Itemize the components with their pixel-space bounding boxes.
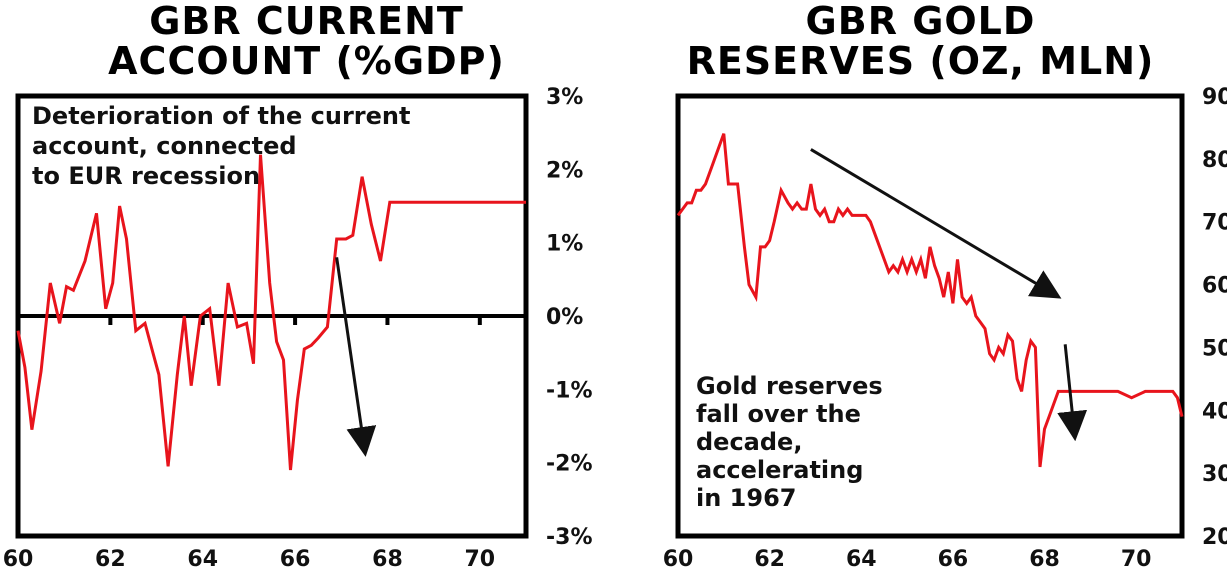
annotation-line: to EUR recession: [32, 162, 260, 190]
x-tick-label: 60: [663, 547, 694, 572]
y-tick-label: 2%: [546, 158, 583, 183]
chart-title-line-2: RESERVES (OZ, MLN): [686, 39, 1155, 83]
annotation-line: accelerating: [696, 456, 863, 484]
y-tick-label: 40: [1202, 399, 1227, 424]
y-tick-label: 30: [1202, 462, 1227, 487]
y-tick-label: -3%: [546, 525, 592, 550]
y-tick-label: 90: [1202, 85, 1227, 110]
x-tick-label: 64: [846, 547, 877, 572]
y-tick-label: 70: [1202, 211, 1227, 236]
trend-arrow: [335, 257, 377, 457]
annotation-line: decade,: [696, 428, 802, 456]
y-tick-label: 50: [1202, 336, 1227, 361]
annotation-line: account, connected: [32, 132, 297, 160]
x-tick-label: 66: [938, 547, 969, 572]
series-line: [16, 154, 526, 471]
chart-title-line-1: GBR CURRENT: [149, 0, 464, 43]
current-account-chart: 60 62 64 66 68 70 3% 2% 1% 0% -1% -2% -3% Deteriorati…: [3, 85, 593, 572]
y-tick-label: 20: [1202, 525, 1227, 550]
series-line: [676, 133, 1184, 468]
x-tick-label: 70: [1121, 547, 1152, 572]
trend-arrow: [1057, 344, 1088, 442]
chart-title-line-1: GBR GOLD: [805, 0, 1036, 43]
y-tick-label: 80: [1202, 148, 1227, 173]
annotation-line: fall over the: [696, 400, 861, 428]
annotation-line: in 1967: [696, 484, 796, 512]
y-tick-label: 60: [1202, 274, 1227, 299]
x-tick-label: 70: [465, 547, 496, 572]
annotation-line: Gold reserves: [696, 372, 883, 400]
current-account-panel: GBR CURRENT ACCOUNT (%GDP) 60 62 64 66 68 70 3…: [0, 0, 613, 572]
x-tick-label: 62: [95, 547, 126, 572]
x-tick-label: 62: [754, 547, 785, 572]
x-tick-label: 66: [280, 547, 311, 572]
y-tick-label: 1%: [546, 232, 583, 257]
y-tick-label: -1%: [546, 378, 592, 403]
x-tick-label: 68: [1029, 547, 1060, 572]
plot-frame: [675, 93, 1185, 539]
trend-arrow: [810, 148, 1062, 299]
gold-reserves-panel: GBR GOLD RESERVES (OZ, MLN) 60 62 64 66 68 70…: [614, 0, 1227, 572]
x-tick-label: 60: [3, 547, 34, 572]
y-tick-label: 3%: [546, 85, 583, 110]
annotation-line: Deterioration of the current: [32, 102, 410, 130]
gold-reserves-chart: 60 62 64 66 68 70 90 80 70 60 50 40 30 20 Gold reserve…: [663, 85, 1227, 572]
chart-title-line-2: ACCOUNT (%GDP): [108, 39, 505, 83]
x-tick-label: 64: [187, 547, 218, 572]
y-tick-label: -2%: [546, 452, 592, 477]
x-tick-label: 68: [372, 547, 403, 572]
y-tick-label: 0%: [546, 305, 583, 330]
